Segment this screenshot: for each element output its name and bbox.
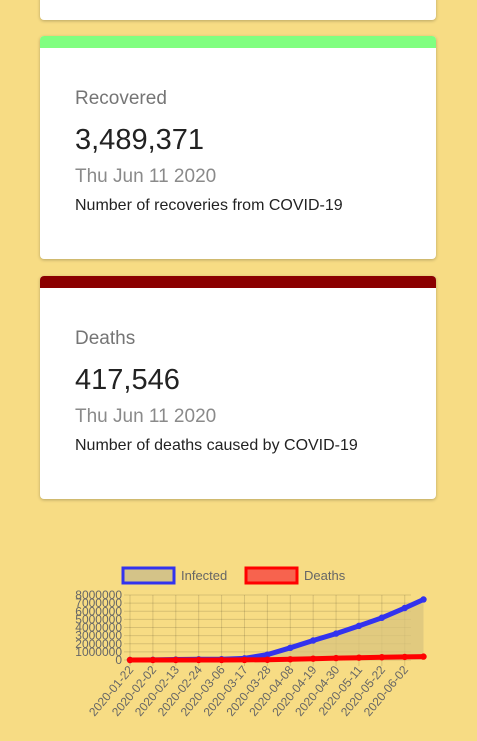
deaths-point xyxy=(241,656,248,664)
y-tick-label: 7000000 xyxy=(75,596,122,610)
y-tick-label: 1000000 xyxy=(75,645,122,659)
recovered-value: 3,489,371 xyxy=(75,124,205,156)
deaths-point xyxy=(401,653,408,661)
y-tick-label: 4000000 xyxy=(75,621,122,635)
deaths-card: Deaths 417,546 Thu Jun 11 2020 Number of… xyxy=(40,276,436,499)
covid-line-chart: 0100000020000003000000400000050000006000… xyxy=(75,566,427,719)
recovered-description: Number of recoveries from COVID-19 xyxy=(75,197,343,214)
deaths-point xyxy=(172,656,179,664)
deaths-point xyxy=(309,655,317,662)
recovered-label: Recovered xyxy=(75,88,167,109)
legend-label-infected: Infected xyxy=(181,568,227,583)
legend-label-deaths: Deaths xyxy=(304,568,346,583)
legend-swatch-infected xyxy=(121,566,176,585)
recovered-date: Thu Jun 11 2020 xyxy=(75,166,217,187)
deaths-point xyxy=(126,656,134,664)
y-tick-label: 6000000 xyxy=(75,604,122,618)
legend-swatch-deaths xyxy=(244,566,299,585)
infected-point xyxy=(355,622,363,630)
deaths-line xyxy=(127,654,426,663)
infected-point xyxy=(264,651,271,658)
deaths-point xyxy=(378,654,386,661)
deaths-point xyxy=(264,656,271,663)
deaths-description: Number of deaths caused by COVID-19 xyxy=(75,437,358,454)
deaths-point xyxy=(420,653,427,660)
infected-point xyxy=(378,614,386,621)
deaths-point xyxy=(149,656,157,664)
recovered-card: Recovered 3,489,371 Thu Jun 11 2020 Numb… xyxy=(40,36,436,259)
infected-point xyxy=(420,596,427,603)
infected-area xyxy=(130,599,424,660)
recovered-color-bar xyxy=(40,36,436,48)
deaths-point xyxy=(218,656,225,664)
deaths-label: Deaths xyxy=(75,328,136,349)
infected-point xyxy=(309,637,317,644)
y-tick-label: 2000000 xyxy=(75,637,122,651)
infected-point xyxy=(401,604,408,612)
y-tick-label: 8000000 xyxy=(75,588,122,602)
infected-point xyxy=(287,644,294,652)
deaths-value: 417,546 xyxy=(75,364,180,396)
y-tick-label: 5000000 xyxy=(75,612,122,626)
infected-point xyxy=(332,630,340,637)
y-tick-label: 0 xyxy=(115,653,122,667)
deaths-color-bar xyxy=(40,276,436,288)
previous-card xyxy=(40,0,436,20)
deaths-date: Thu Jun 11 2020 xyxy=(75,406,217,427)
deaths-point xyxy=(332,654,340,662)
deaths-point xyxy=(195,656,202,664)
y-tick-label: 3000000 xyxy=(75,629,122,643)
deaths-point xyxy=(287,656,294,663)
deaths-point xyxy=(355,654,363,661)
